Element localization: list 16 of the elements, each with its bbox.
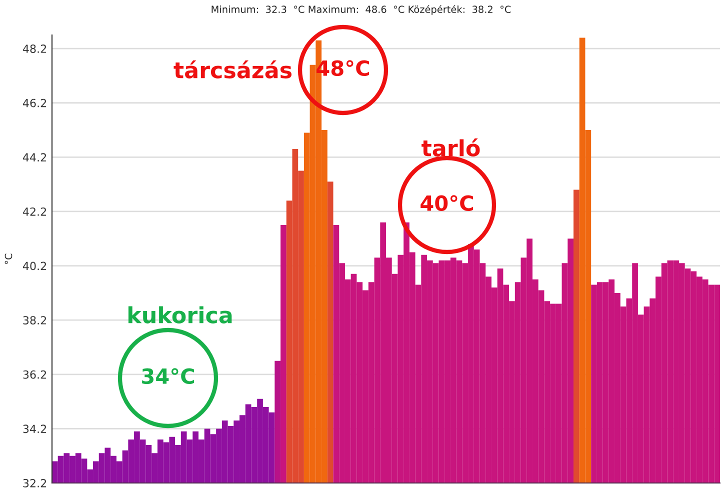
y-tick-label: 48.2 — [22, 44, 46, 53]
annotation: 34°C — [142, 368, 194, 384]
y-axis-title: °C — [4, 254, 12, 264]
y-tick-label: 38.2 — [23, 316, 46, 324]
y-tick-label: 32.2 — [23, 478, 46, 488]
y-tick-label: 34.2 — [23, 424, 46, 434]
y-tick-label: 40.2 — [22, 262, 46, 270]
y-tick-label: 36.2 — [23, 370, 46, 379]
annotation: 40°C — [420, 195, 474, 212]
annotation: kukorica — [128, 306, 232, 324]
chart-title: Minimum: 32.3 °C Maximum: 48.6 °C Középérték: 38.2 °C — [212, 5, 511, 15]
annotation: tárcsázás — [174, 60, 292, 78]
y-tick-label: 44.2 — [22, 153, 46, 162]
y-tick-label: 42.2 — [22, 207, 46, 216]
y-tick-label: 46.2 — [22, 98, 46, 108]
annotation: tarló — [422, 138, 480, 156]
